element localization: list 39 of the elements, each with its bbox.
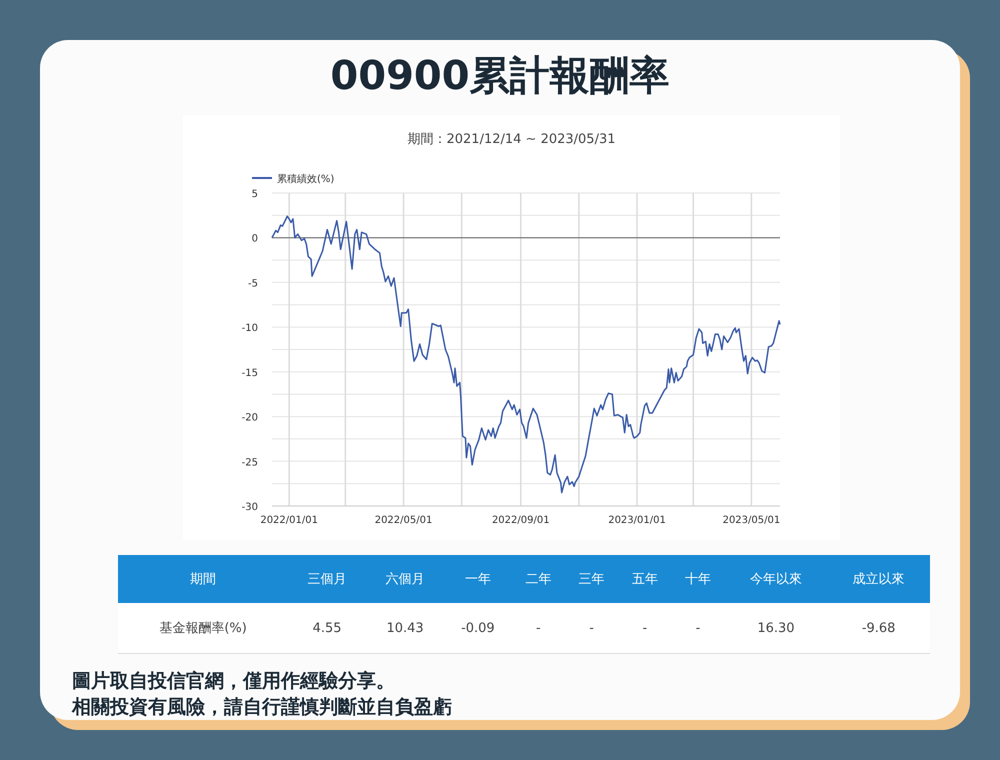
category-label: 一年 [444, 555, 512, 603]
x-tick-label: 2023/05/01 [722, 515, 780, 526]
chart-title: 00900累計報酬率 [329, 52, 671, 101]
text: 期間 [118, 555, 288, 603]
y-tick-label: -5 [248, 278, 258, 290]
data-label: - [564, 603, 618, 654]
category-label: 成立以來 [827, 555, 930, 603]
data-label: - [618, 603, 672, 654]
category-label: 三年 [564, 555, 618, 603]
y-tick-label: -25 [242, 457, 258, 468]
x-tick-label: 2023/01/01 [608, 515, 666, 526]
y-tick-label: -20 [242, 412, 258, 424]
data-label: 16.30 [724, 603, 828, 654]
y-tick-label: 0 [252, 234, 258, 245]
category-label: 三個月 [288, 555, 366, 603]
y-tick-label: -15 [242, 368, 258, 379]
data-label: -9.68 [827, 603, 930, 654]
y-tick-label: 5 [252, 189, 258, 200]
x-tick-label: 2022/09/01 [492, 515, 550, 526]
category-label: 今年以來 [724, 555, 828, 603]
category-label: 六個月 [366, 555, 444, 603]
y-tick-label: -10 [242, 323, 258, 334]
legend-label: 累積績效(%) [277, 173, 334, 185]
category-label: 二年 [512, 555, 565, 603]
text: 相關投資有風險，請自行謹慎判斷並自負盈虧 [72, 695, 452, 720]
x-tick-label: 2022/05/01 [374, 515, 432, 526]
data-label: 4.55 [288, 603, 366, 654]
category-label: 十年 [671, 555, 725, 603]
chart-subtitle: 期間：2021/12/14 ~ 2023/05/31 [407, 132, 616, 147]
data-label: -0.09 [444, 603, 512, 654]
data-label: - [512, 603, 565, 654]
line-series [271, 216, 781, 494]
y-tick-label: -30 [242, 502, 258, 513]
data-label: - [671, 603, 725, 654]
text: 基金報酬率(%) [118, 603, 288, 654]
x-tick-label: 2022/01/01 [260, 515, 318, 526]
text: 圖片取自投信官網，僅用作經驗分享。 [72, 669, 395, 694]
category-label: 五年 [618, 555, 672, 603]
data-label: 10.43 [366, 603, 444, 654]
